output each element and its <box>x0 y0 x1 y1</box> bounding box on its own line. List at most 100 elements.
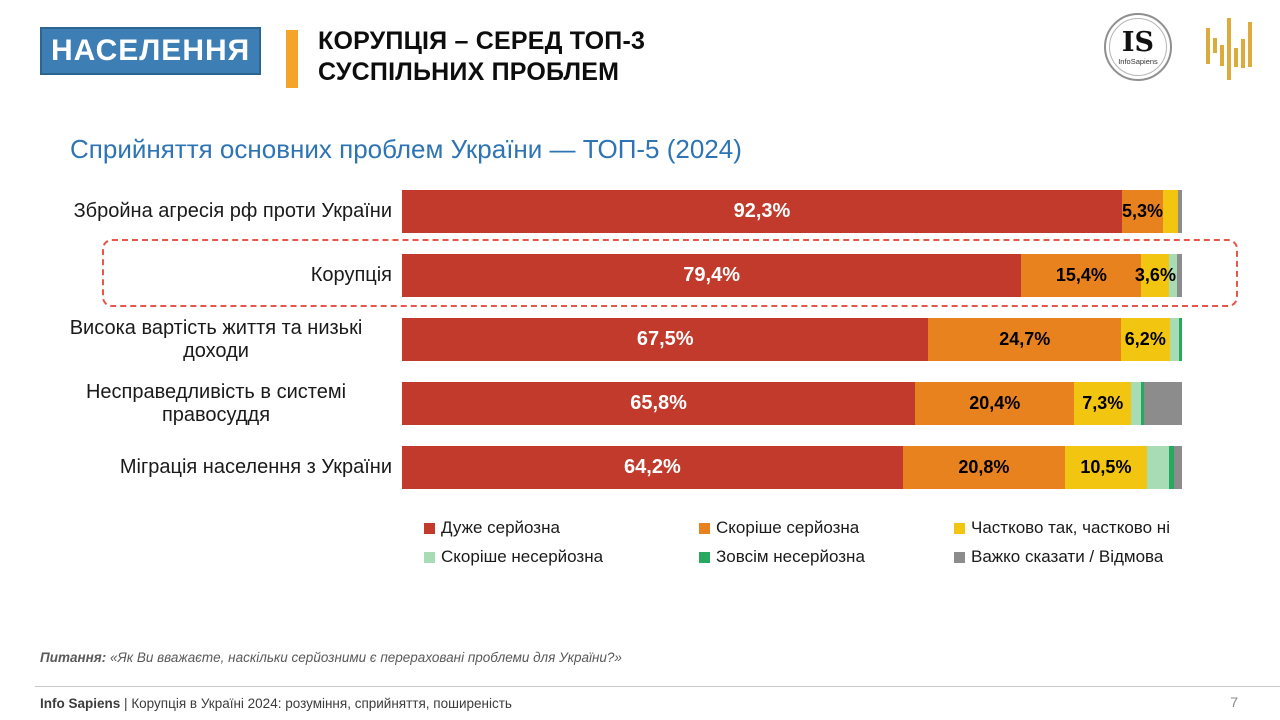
category-label: Міграція населення з України <box>119 456 392 478</box>
bar-segment: 79,4% <box>402 254 1022 297</box>
bar-segment <box>1177 190 1182 233</box>
category-label: Висока вартість життя та низькі доходи <box>69 316 363 362</box>
bar-segment <box>1178 318 1182 361</box>
bar-segment: 7,3% <box>1074 382 1132 425</box>
bar-value-label: 20,4% <box>969 393 1021 413</box>
infosapiens-logo: IS InfoSapiens <box>1104 13 1172 81</box>
legend-item: Частково так, частково ні <box>954 517 1204 539</box>
bar-segment <box>1169 446 1175 489</box>
bar-segment: 3,6% <box>1135 254 1176 297</box>
bar-value-label: 79,4% <box>683 264 740 286</box>
category-label: Корупція <box>310 264 392 286</box>
infosapiens-logo-name: InfoSapiens <box>1118 56 1158 66</box>
bar-track: 64,2% 20,8% 10,5% <box>402 446 1182 489</box>
legend-swatch <box>954 551 965 563</box>
chart-row: Корупція 79,4% 15,4% 3,6% <box>40 254 1200 297</box>
legend-item: Скоріше несерйозна <box>424 546 699 568</box>
audience-badge-label: НАСЕЛЕННЯ <box>51 34 251 67</box>
legend-swatch <box>699 522 710 534</box>
chart-legend: Дуже серйозна Скоріше серйозна Частково та… <box>424 517 1204 568</box>
title-accent-bar <box>286 30 298 88</box>
footer-separator: | <box>124 696 128 711</box>
bar-segment: 5,3% <box>1121 190 1164 233</box>
bar-value-label: 67,5% <box>636 328 694 350</box>
bar-segment <box>1169 318 1179 361</box>
footer-text: Info Sapiens | Корупція в Україні 2024: … <box>40 696 512 711</box>
category-label: Збройна агресія рф проти України <box>73 200 392 222</box>
bar-segment: 67,5% <box>402 318 929 361</box>
bar-segment: 65,8% <box>402 382 916 425</box>
bar-segment: 92,3% <box>402 190 1122 233</box>
chart-row: Міграція населення з України 64,2% 20,8% 10… <box>40 446 1200 489</box>
slide-title-line2: СУСПІЛЬНИХ ПРОБЛЕМ <box>318 58 620 86</box>
soundwave-bars-icon <box>1206 17 1252 81</box>
bar-value-label: 7,3% <box>1082 393 1124 413</box>
slide-title-line1: КОРУПЦІЯ – СЕРЕД ТОП-3 <box>318 27 646 55</box>
chart-row: Несправедливість в системі правосуддя 65,… <box>40 381 1200 427</box>
bar-track: 79,4% 15,4% 3,6% <box>402 254 1182 297</box>
bar-segment: 6,2% <box>1121 318 1170 361</box>
audience-badge: НАСЕЛЕННЯ <box>40 27 262 75</box>
bar-segment <box>1146 446 1170 489</box>
legend-label: Дуже серйозна <box>441 518 560 537</box>
legend-item: Скоріше серйозна <box>699 517 954 539</box>
chart-title: Сприйняття основних проблем України — ТО… <box>70 134 742 164</box>
legend-item: Важко сказати / Відмова <box>954 546 1204 568</box>
legend-item: Зовсім несерйозна <box>699 546 954 568</box>
infosapiens-logo-ring: IS InfoSapiens <box>1109 18 1167 76</box>
category-label-cell: Несправедливість в системі правосуддя <box>40 381 402 427</box>
bar-segment <box>1163 190 1178 233</box>
bar-value-label: 20,8% <box>958 457 1010 477</box>
legend-item: Дуже серйозна <box>424 517 699 539</box>
slide-title: КОРУПЦІЯ – СЕРЕД ТОП-3 СУСПІЛЬНИХ ПРОБЛЕ… <box>318 26 645 88</box>
bar-segment: 24,7% <box>928 318 1122 361</box>
footer-brand: Info Sapiens <box>40 696 121 711</box>
legend-label: Скоріше серйозна <box>716 518 860 537</box>
question-note-prefix: Питання: <box>40 650 107 665</box>
bar-track: 65,8% 20,4% 7,3% <box>402 382 1182 425</box>
bar-segment <box>1131 382 1141 425</box>
bar-segment: 20,8% <box>902 446 1065 489</box>
bar-value-label: 5,3% <box>1122 201 1164 221</box>
category-label: Несправедливість в системі правосуддя <box>85 380 347 426</box>
bar-segment <box>1140 382 1144 425</box>
category-label-cell: Збройна агресія рф проти України <box>40 200 402 223</box>
bar-value-label: 3,6% <box>1134 265 1176 285</box>
bar-value-label: 92,3% <box>733 200 791 222</box>
chart-row: Збройна агресія рф проти України 92,3% 5,3… <box>40 190 1200 233</box>
infosapiens-logo-initials: IS <box>1121 26 1155 58</box>
category-label-cell: Корупція <box>40 264 402 287</box>
bar-track: 92,3% 5,3% <box>402 190 1182 233</box>
bar-segment: 15,4% <box>1021 254 1142 297</box>
bar-segment <box>1143 382 1182 425</box>
question-note-text: «Як Ви вважаєте, наскільки серйозними є … <box>110 650 622 665</box>
bar-value-label: 24,7% <box>999 329 1051 349</box>
bar-segment: 64,2% <box>402 446 903 489</box>
legend-label: Зовсім несерйозна <box>716 547 865 566</box>
legend-label: Скоріше несерйозна <box>441 547 604 566</box>
footer-divider <box>35 686 1280 687</box>
page-number: 7 <box>1230 694 1238 710</box>
bar-value-label: 65,8% <box>630 392 687 414</box>
legend-swatch <box>424 522 435 534</box>
bar-segment <box>1174 446 1182 489</box>
bar-value-label: 10,5% <box>1080 457 1132 477</box>
question-note: Питання: «Як Ви вважаєте, наскільки серй… <box>40 650 622 665</box>
legend-label: Важко сказати / Відмова <box>971 547 1164 566</box>
chart-row: Висока вартість життя та низькі доходи 67… <box>40 317 1200 363</box>
legend-swatch <box>424 551 435 563</box>
bar-value-label: 15,4% <box>1055 265 1107 285</box>
category-label-cell: Міграція населення з України <box>40 456 402 479</box>
bar-segment: 10,5% <box>1064 446 1147 489</box>
bar-track: 67,5% 24,7% 6,2% <box>402 318 1182 361</box>
bar-segment: 20,4% <box>915 382 1075 425</box>
legend-swatch <box>954 522 965 534</box>
footer-report-title: Корупція в Україні 2024: розуміння, спри… <box>131 696 512 711</box>
legend-swatch <box>699 551 710 563</box>
bar-segment <box>1177 254 1182 297</box>
legend-label: Частково так, частково ні <box>971 518 1170 537</box>
bar-value-label: 64,2% <box>624 456 681 478</box>
category-label-cell: Висока вартість життя та низькі доходи <box>40 317 402 363</box>
bar-segment <box>1169 254 1178 297</box>
